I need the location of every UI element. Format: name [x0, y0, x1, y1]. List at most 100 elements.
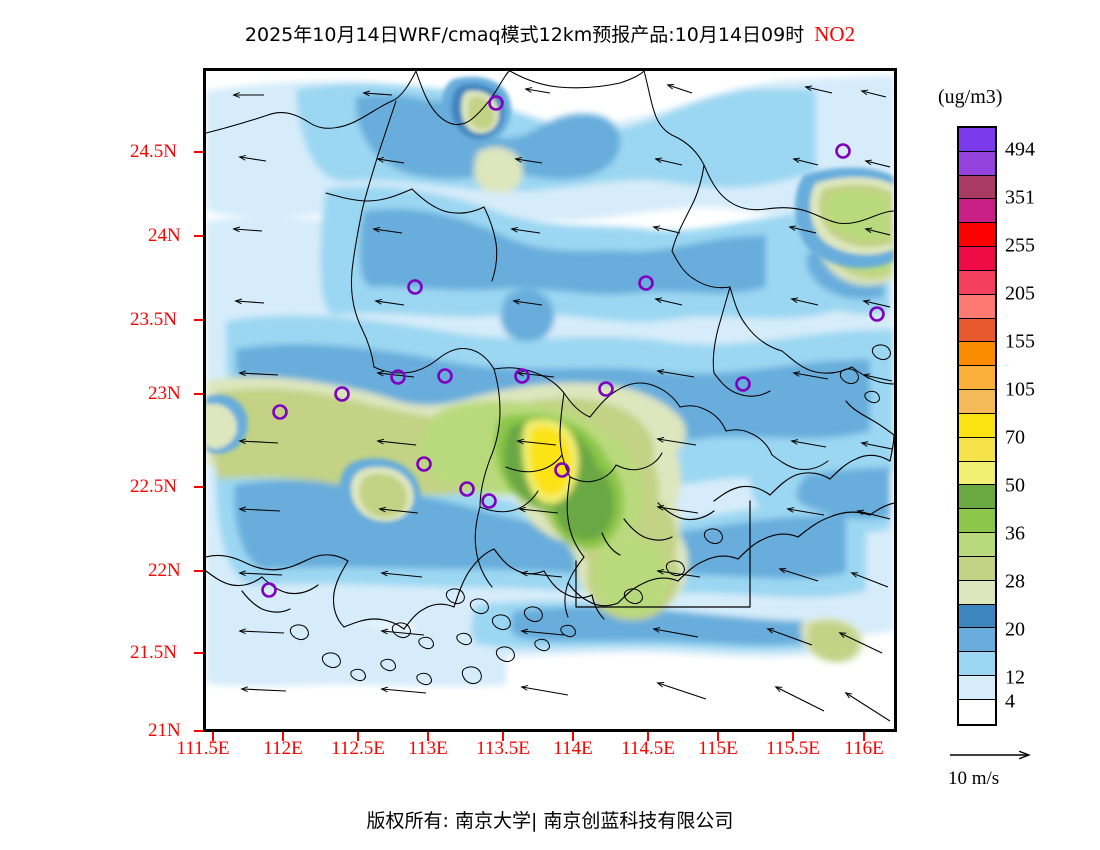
station-marker[interactable]: [638, 275, 654, 291]
lat-label-7: 21N: [148, 720, 181, 741]
lon-tick-9: [863, 732, 865, 741]
lon-label-7: 115E: [698, 738, 738, 759]
colorbar-band: [959, 223, 995, 248]
lat-label-0: 24.5N: [130, 141, 177, 162]
islands: [289, 344, 891, 686]
colorbar-band: [959, 366, 995, 391]
station-marker[interactable]: [869, 306, 885, 322]
colorbar-band: [959, 199, 995, 224]
lon-tick-2: [357, 732, 359, 741]
colorbar[interactable]: [957, 126, 997, 726]
colorbar-band: [959, 318, 995, 343]
lon-label-8: 115.5E: [766, 738, 820, 759]
station-marker[interactable]: [598, 381, 614, 397]
station-marker[interactable]: [554, 462, 570, 478]
administrative-boundaries: [206, 71, 894, 618]
lat-label-1: 24N: [148, 225, 181, 246]
colorbar-tick-70: 70: [1005, 426, 1025, 449]
colorbar-tick-494: 494: [1005, 138, 1035, 161]
title-species-label: NO2: [814, 22, 856, 46]
lon-label-9: 116E: [844, 738, 884, 759]
colorbar-tick-155: 155: [1005, 330, 1035, 353]
wind-vector-arrow-icon: [950, 746, 1038, 766]
colorbar-band: [959, 151, 995, 176]
station-marker[interactable]: [735, 376, 751, 392]
map-canvas: [206, 71, 894, 729]
lon-label-6: 114.5E: [621, 738, 675, 759]
colorbar-band: [959, 294, 995, 319]
lon-label-4: 113.5E: [476, 738, 530, 759]
page-title: 2025年10月14日WRF/cmaq模式12km预报产品:10月14日09时 N…: [0, 20, 1100, 47]
colorbar-band: [959, 604, 995, 629]
lat-label-2: 23.5N: [130, 309, 177, 330]
colorbar-tick-20: 20: [1005, 618, 1025, 641]
lon-label-5: 114E: [553, 738, 593, 759]
colorbar-band: [959, 390, 995, 414]
colorbar-band: [959, 461, 995, 486]
colorbar-band: [959, 270, 995, 295]
colorbar-band: [959, 175, 995, 200]
lon-label-0: 111.5E: [176, 738, 230, 759]
lat-tick-1: [194, 235, 203, 237]
station-markers[interactable]: [261, 95, 885, 598]
colorbar-tick-28: 28: [1005, 570, 1025, 593]
colorbar-band: [959, 628, 995, 653]
station-marker[interactable]: [488, 95, 504, 111]
lon-label-2: 112.5E: [331, 738, 385, 759]
station-marker[interactable]: [459, 481, 475, 497]
colorbar-units-label: (ug/m3): [938, 86, 1003, 108]
station-marker[interactable]: [407, 279, 423, 295]
lon-label-1: 112E: [263, 738, 303, 759]
station-marker[interactable]: [334, 386, 350, 402]
lat-tick-5: [194, 570, 203, 572]
coastline: [206, 400, 894, 630]
lon-tick-1: [282, 732, 284, 741]
colorbar-tick-205: 205: [1005, 282, 1035, 305]
station-marker[interactable]: [514, 368, 530, 384]
colorbar-tick-105: 105: [1005, 378, 1035, 401]
lat-label-6: 21.5N: [130, 642, 177, 663]
lat-label-4: 22.5N: [130, 476, 177, 497]
wind-scale-legend: 10 m/s: [948, 746, 1078, 802]
colorbar-tick-50: 50: [1005, 474, 1025, 497]
lat-tick-6: [194, 652, 203, 654]
colorbar-band: [959, 580, 995, 605]
colorbar-band: [959, 676, 995, 700]
lon-label-3: 113E: [408, 738, 448, 759]
station-marker[interactable]: [481, 493, 497, 509]
copyright-footer: 版权所有: 南京大学| 南京创蓝科技有限公司: [366, 810, 734, 832]
wind-scale-label: 10 m/s: [948, 768, 1000, 789]
colorbar-tick-4: 4: [1005, 690, 1015, 713]
lat-label-5: 22N: [148, 560, 181, 581]
lon-tick-4: [502, 732, 504, 741]
station-marker[interactable]: [261, 582, 277, 598]
colorbar-band: [959, 247, 995, 271]
colorbar-band: [959, 342, 995, 367]
lon-tick-3: [427, 732, 429, 741]
lon-tick-8: [792, 732, 794, 741]
lon-tick-0: [212, 732, 214, 741]
title-main-text: 2025年10月14日WRF/cmaq模式12km预报产品:10月14日09时: [244, 24, 805, 46]
station-marker[interactable]: [416, 456, 432, 472]
station-marker[interactable]: [272, 404, 288, 420]
forecast-map[interactable]: [203, 68, 897, 732]
colorbar-tick-351: 351: [1005, 186, 1035, 209]
station-marker[interactable]: [437, 368, 453, 384]
lat-tick-7: [194, 730, 203, 732]
colorbar-tick-255: 255: [1005, 234, 1035, 257]
colorbar-band: [959, 437, 995, 462]
lat-tick-2: [194, 319, 203, 321]
lon-tick-7: [717, 732, 719, 741]
station-marker[interactable]: [390, 369, 406, 385]
lon-tick-5: [572, 732, 574, 741]
colorbar-band: [959, 699, 995, 724]
colorbar-tick-12: 12: [1005, 666, 1025, 689]
lat-tick-0: [194, 151, 203, 153]
station-marker[interactable]: [835, 143, 851, 159]
lat-tick-4: [194, 486, 203, 488]
lon-tick-6: [647, 732, 649, 741]
colorbar-band: [959, 652, 995, 677]
colorbar-band: [959, 128, 995, 152]
wind-vectors: [234, 85, 893, 722]
